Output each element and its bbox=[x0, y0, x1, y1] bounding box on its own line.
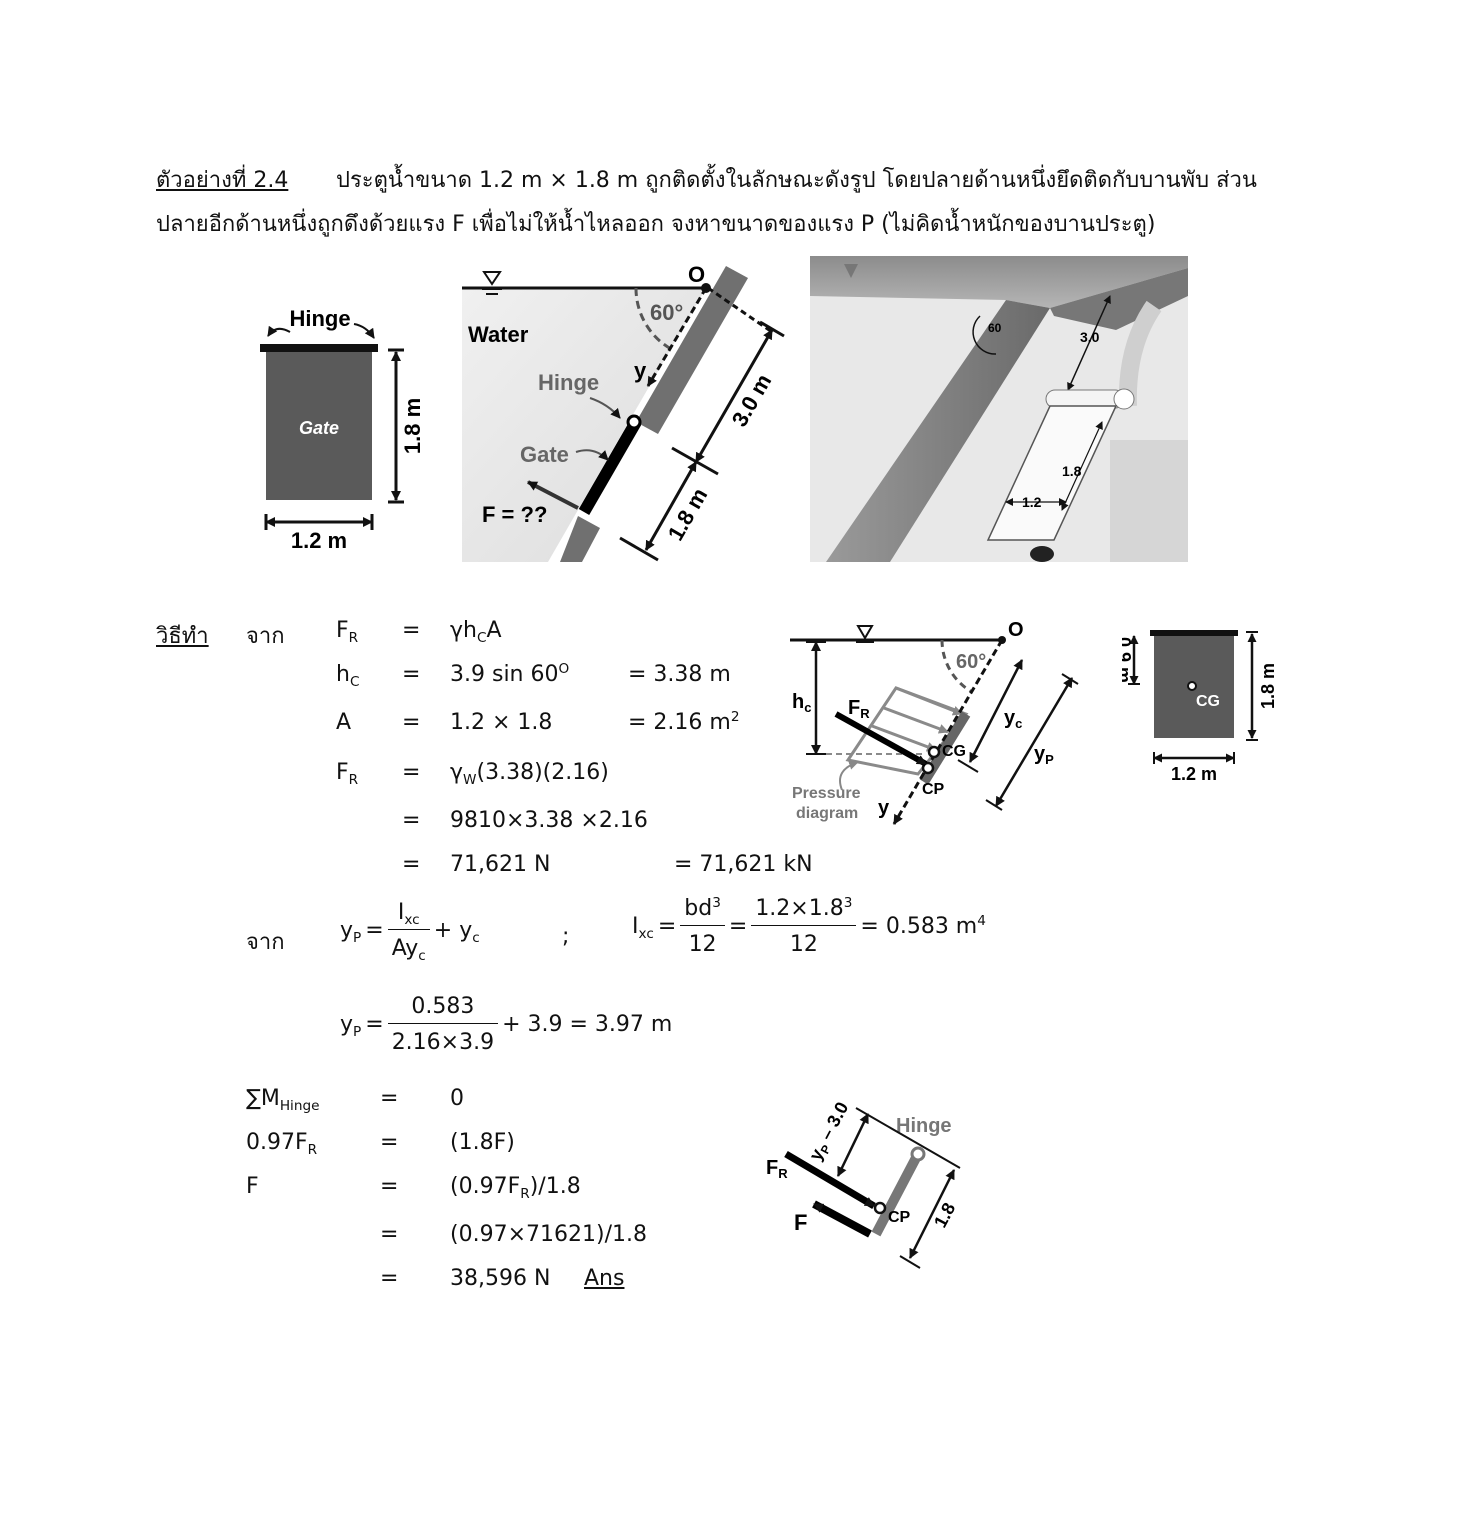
r6-eq: = bbox=[402, 852, 421, 877]
r3-result: = 2.16 m2 bbox=[628, 708, 740, 735]
yp-numeric: yP = 0.583 2.16×3.9 + 3.9 = 3.97 m bbox=[340, 994, 673, 1055]
m3-rhs: (0.97FR)/1.8 bbox=[450, 1174, 581, 1202]
water-label: Water bbox=[468, 322, 529, 347]
from-label-2: จาก bbox=[246, 930, 285, 955]
gate-width-label: 1.2 m bbox=[291, 528, 347, 553]
sum-moment-lhs: ∑MHinge bbox=[246, 1086, 320, 1114]
moment-figure: Hinge FR F CP yP – 3.0 1.8 bbox=[766, 1099, 961, 1269]
pressure-diagram-label-2: diagram bbox=[796, 805, 858, 822]
gate-shape bbox=[266, 352, 372, 500]
hinge-label: Hinge bbox=[538, 370, 599, 395]
ixc-formula: Ixc = bd3 12 = 1.2×1.83 12 = 0.583 m4 bbox=[632, 894, 986, 957]
problem-line-1: ประตูน้ำขนาด 1.2 m × 1.8 m ถูกติดตั้งในล… bbox=[336, 168, 1257, 193]
cg-label: CG bbox=[942, 743, 966, 760]
yp-formula: yP = Ixc Ayc + yc bbox=[340, 900, 480, 964]
r3-rhs: 1.2 × 1.8 bbox=[450, 710, 553, 735]
problem-line-2: ปลายอีกด้านหนึ่งถูกดึงด้วยแรง F เพื่อไม่… bbox=[156, 212, 1156, 237]
gate-label: Gate bbox=[299, 418, 339, 438]
hinge-pin bbox=[626, 414, 642, 430]
angle-3d-label: 60 bbox=[988, 321, 1002, 335]
water-region bbox=[462, 288, 706, 562]
final-answer: 38,596 N bbox=[450, 1266, 551, 1291]
hc-label: hc bbox=[792, 691, 811, 715]
gate-plate bbox=[578, 418, 642, 516]
y-axis-label: y bbox=[878, 797, 890, 819]
dim-18m-label: 1.8 m bbox=[663, 484, 713, 545]
height-3d-label: 1.8 bbox=[1062, 463, 1082, 479]
force-label: F = ?? bbox=[482, 502, 547, 527]
m4-rhs: (0.97×71621)/1.8 bbox=[450, 1222, 647, 1247]
example-label: ตัวอย่างที่ 2.4 bbox=[156, 168, 289, 193]
r3-eq: = bbox=[402, 710, 421, 735]
side-view-figure: O 60° y Water Hinge Gate F = ?? 3.0 m 1.… bbox=[462, 262, 785, 562]
r6-result: = 71,621 kN bbox=[674, 852, 813, 877]
gate-cg-figure: CG 0.9 m 1.8 m 1.2 m bbox=[1122, 630, 1278, 784]
length-label: 1.8 bbox=[930, 1199, 959, 1230]
gate-front-figure: Hinge Gate 1.8 m 1.2 m bbox=[260, 306, 425, 553]
origin-label: O bbox=[688, 262, 705, 287]
solution-label: วิธีทำ bbox=[156, 624, 209, 649]
m5-eq: = bbox=[380, 1266, 399, 1291]
yc-label: yc bbox=[1004, 707, 1022, 731]
r5-eq: = bbox=[402, 808, 421, 833]
f-label: F bbox=[794, 1210, 807, 1235]
r1-lhs: FR bbox=[336, 618, 359, 646]
fr-label: FR bbox=[766, 1157, 788, 1181]
yp-fraction: Ixc Ayc bbox=[387, 900, 430, 963]
r3-lhs: A bbox=[336, 710, 352, 735]
cp-label: CP bbox=[888, 1209, 911, 1226]
hinge-label: Hinge bbox=[289, 306, 350, 331]
r4-lhs: FR bbox=[336, 760, 359, 788]
m2-lhs: 0.97FR bbox=[246, 1130, 318, 1158]
angle-label: 60° bbox=[650, 300, 683, 325]
m3-eq: = bbox=[380, 1174, 399, 1199]
wall-lower bbox=[560, 516, 600, 562]
r2-eq: = bbox=[402, 662, 421, 687]
m1-eq: = bbox=[380, 1086, 399, 1111]
m2-rhs: (1.8F) bbox=[450, 1130, 515, 1155]
render-3d-figure: 60 3.0 1.8 1.2 bbox=[810, 256, 1188, 562]
r2-rhs: 3.9 sin 60O bbox=[450, 660, 570, 687]
gate-label: Gate bbox=[520, 442, 569, 467]
sloped-wall bbox=[826, 300, 1050, 562]
semicolon: ; bbox=[562, 924, 570, 949]
sum-moment-rhs: 0 bbox=[450, 1086, 464, 1111]
free-surface-icon bbox=[482, 271, 502, 286]
half-height-label: 0.9 m bbox=[1122, 637, 1134, 683]
m3-lhs: F bbox=[246, 1174, 259, 1199]
yp-label: yP bbox=[1034, 743, 1054, 767]
r1-rhs: γhCA bbox=[450, 618, 502, 646]
m4-eq: = bbox=[380, 1222, 399, 1247]
r5-rhs: 9810×3.38 ×2.16 bbox=[450, 808, 648, 833]
m2-eq: = bbox=[380, 1130, 399, 1155]
width-3d-label: 1.2 bbox=[1022, 494, 1042, 510]
cp-label: CP bbox=[922, 781, 945, 798]
fr-label: FR bbox=[848, 697, 870, 721]
wall-upper bbox=[636, 266, 748, 434]
pressure-diagram-label-1: Pressure bbox=[792, 785, 861, 802]
angle-label: 60° bbox=[956, 651, 986, 673]
r2-result: = 3.38 m bbox=[628, 662, 731, 687]
origin-label: O bbox=[1008, 619, 1024, 641]
cg-label: CG bbox=[1196, 693, 1220, 710]
dist-3d-label: 3.0 bbox=[1080, 329, 1100, 345]
pressure-diagram-figure: O 60° hc FR CG CP Pressure diagram y yc … bbox=[790, 619, 1079, 825]
r4-eq: = bbox=[402, 760, 421, 785]
r6-rhs: 71,621 N bbox=[450, 852, 551, 877]
r1-eq: = bbox=[402, 618, 421, 643]
ans-label: Ans bbox=[584, 1266, 625, 1291]
water-surface bbox=[810, 256, 1188, 308]
gate-height-label: 1.8 m bbox=[400, 398, 425, 454]
y-axis-label: y bbox=[634, 358, 647, 383]
width-label: 1.2 m bbox=[1171, 764, 1217, 784]
dim-3m-label: 3.0 m bbox=[727, 370, 777, 431]
hinge-label: Hinge bbox=[896, 1115, 952, 1137]
r2-lhs: hC bbox=[336, 662, 360, 690]
from-label-1: จาก bbox=[246, 624, 285, 649]
height-label: 1.8 m bbox=[1258, 663, 1278, 709]
r4-rhs: γW(3.38)(2.16) bbox=[450, 760, 609, 788]
